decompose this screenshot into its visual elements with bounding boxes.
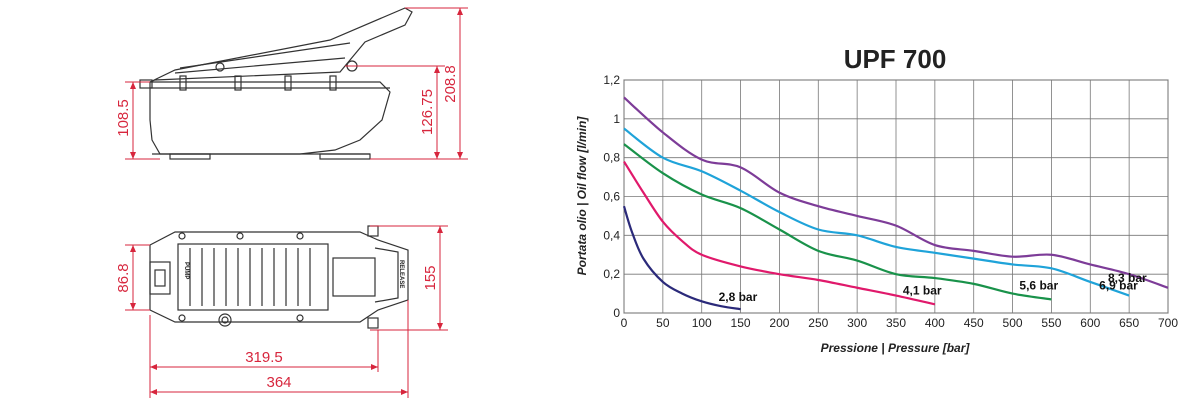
series-label-2: 4,1 bar — [903, 283, 942, 297]
x-axis-label: Pressione | Pressure [bar] — [821, 341, 971, 355]
series-line-3 — [623, 143, 1052, 301]
y-tick-label: 0 — [613, 306, 620, 320]
series-label-3: 5,6 bar — [1019, 278, 1058, 292]
y-tick-label: 0,8 — [603, 151, 620, 165]
x-tick-label: 400 — [925, 316, 945, 330]
side-view-dimensions — [125, 7, 468, 160]
x-tick-label: 350 — [886, 316, 906, 330]
series-label-1: 2,8 bar — [719, 290, 758, 304]
y-tick-label: 0,2 — [603, 267, 620, 281]
side-view-base — [149, 81, 391, 155]
chart-title: UPF 700 — [844, 44, 947, 74]
series-label-5: 8,3 bar — [1108, 271, 1147, 285]
dim-total-height: 208.8 — [442, 65, 459, 103]
x-tick-label: 100 — [692, 316, 712, 330]
label-pump: PUMP — [183, 262, 189, 279]
chart-grid — [623, 79, 1169, 314]
x-tick-label: 0 — [621, 316, 628, 330]
y-tick-label: 0,4 — [603, 228, 620, 242]
series-line-4 — [623, 127, 1130, 297]
label-release: RELEASE — [398, 260, 404, 288]
y-tick-label: 0,6 — [603, 190, 620, 204]
y-tick-label: 1,2 — [603, 73, 620, 87]
x-tick-label: 150 — [731, 316, 751, 330]
x-tick-label: 600 — [1080, 316, 1100, 330]
series-line-1 — [622, 205, 741, 311]
series-line-5 — [623, 96, 1169, 289]
dim-base-height: 108.5 — [115, 99, 132, 137]
y-axis-label: Portata olio | Oil flow [l/min] — [575, 116, 589, 276]
top-view-dimensions — [125, 225, 448, 398]
side-view-drawing — [139, 7, 413, 160]
x-tick-label: 500 — [1003, 316, 1023, 330]
dim-mid-height: 126.75 — [419, 89, 436, 135]
dim-length-inner: 319.5 — [245, 349, 283, 366]
dim-width-outer: 155 — [422, 265, 439, 290]
series-label-4: 6,9 bar — [1099, 279, 1138, 293]
x-tick-label: 300 — [847, 316, 867, 330]
x-tick-label: 250 — [808, 316, 828, 330]
x-tick-label: 450 — [964, 316, 984, 330]
dim-length-outer: 364 — [266, 374, 291, 391]
x-tick-label: 650 — [1119, 316, 1139, 330]
chart: UPF 700 0 50 100 150 200 250 300 350 400 450 500 55… — [575, 44, 1178, 355]
series-line-2 — [623, 160, 936, 306]
chart-ticks: 0 50 100 150 200 250 300 350 400 450 500 550 600 650 7… — [603, 73, 1178, 330]
side-view-pedal — [149, 7, 413, 83]
top-view-drawing — [149, 225, 409, 329]
x-tick-label: 700 — [1158, 316, 1178, 330]
x-tick-label: 550 — [1041, 316, 1061, 330]
dim-width-inner: 86.8 — [115, 263, 132, 292]
chart-series — [622, 96, 1169, 311]
x-tick-label: 200 — [769, 316, 789, 330]
x-tick-label: 50 — [656, 316, 670, 330]
y-tick-label: 1 — [613, 112, 620, 126]
